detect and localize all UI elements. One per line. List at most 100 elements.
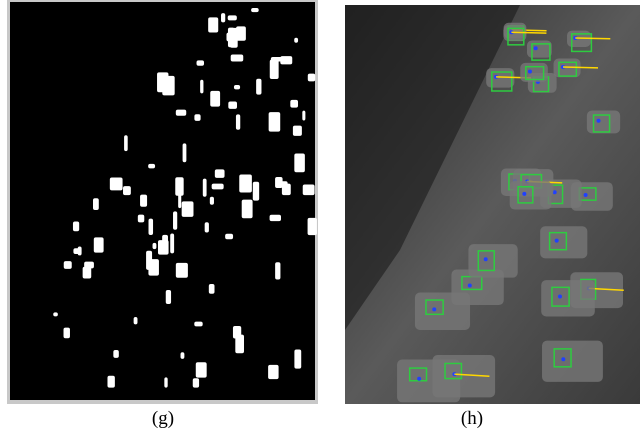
foreground-blob bbox=[197, 60, 205, 65]
foreground-blob bbox=[228, 28, 234, 48]
car bbox=[468, 244, 517, 278]
foreground-blob bbox=[64, 328, 70, 339]
feature-point bbox=[484, 257, 488, 261]
foreground-blob bbox=[209, 284, 215, 294]
feature-point bbox=[522, 192, 526, 196]
foreground-blob bbox=[236, 114, 240, 129]
foreground-blob bbox=[210, 91, 220, 107]
page: (g) (h) (() => { const data = JSON.parse… bbox=[0, 0, 640, 436]
foreground-blob bbox=[231, 54, 244, 61]
feature-point bbox=[432, 307, 436, 311]
foreground-blob bbox=[153, 243, 157, 249]
foreground-blob bbox=[175, 177, 183, 195]
caption: (h) bbox=[461, 408, 483, 429]
feature-point bbox=[597, 119, 601, 123]
foreground-blob bbox=[268, 365, 278, 379]
foreground-blob bbox=[225, 234, 233, 239]
foreground-blob bbox=[294, 153, 305, 172]
foreground-blob bbox=[208, 17, 218, 32]
foreground-blob bbox=[84, 262, 94, 269]
foreground-blob bbox=[170, 234, 174, 254]
foreground-blob bbox=[173, 211, 177, 229]
foreground-blob bbox=[203, 179, 207, 197]
foreground-blob bbox=[157, 72, 168, 92]
foreground-blob bbox=[270, 215, 281, 221]
foreground-blob bbox=[176, 110, 186, 116]
foreground-blob bbox=[269, 112, 281, 131]
foreground-blob bbox=[228, 15, 237, 20]
figure: (g) (h) bbox=[0, 0, 640, 436]
foreground-blob bbox=[294, 38, 298, 43]
foreground-blob bbox=[239, 175, 252, 193]
foreground-blob bbox=[294, 349, 301, 368]
foreground-blob bbox=[290, 100, 298, 108]
feature-point bbox=[555, 239, 559, 243]
foreground-blob bbox=[302, 111, 305, 121]
foreground-blob bbox=[212, 184, 224, 190]
foreground-blob bbox=[164, 377, 167, 387]
feature-point bbox=[534, 46, 538, 50]
track-link bbox=[511, 32, 546, 33]
foreground-blob bbox=[270, 60, 279, 79]
foreground-blob bbox=[196, 362, 207, 377]
foreground-blob bbox=[183, 143, 187, 162]
foreground-blob bbox=[138, 215, 144, 223]
foreground-blob bbox=[293, 126, 302, 136]
foreground-blob bbox=[148, 164, 155, 169]
feature-point bbox=[561, 357, 565, 361]
foreground-blob bbox=[113, 350, 118, 358]
car bbox=[587, 110, 620, 133]
feature-point bbox=[584, 193, 588, 197]
foreground-blob bbox=[194, 322, 202, 327]
foreground-blob bbox=[200, 80, 203, 94]
foreground-blob bbox=[210, 197, 214, 205]
foreground-blob bbox=[251, 8, 259, 12]
foreground-blob bbox=[235, 335, 244, 354]
track-link bbox=[563, 67, 598, 68]
foreground-blob bbox=[93, 198, 99, 210]
foreground-blob bbox=[134, 317, 138, 324]
foreground-blob bbox=[182, 201, 194, 217]
foreground-blob bbox=[280, 181, 287, 186]
car bbox=[540, 226, 587, 258]
foreground-blob bbox=[146, 251, 152, 270]
foreground-blob bbox=[64, 261, 72, 269]
foreground-blob bbox=[124, 135, 128, 151]
foreground-blob bbox=[194, 114, 200, 121]
foreground-blob bbox=[221, 13, 225, 22]
foreground-blob bbox=[149, 219, 154, 235]
feature-point bbox=[528, 69, 532, 73]
binary-image-panel bbox=[7, 0, 318, 404]
foreground-blob bbox=[107, 376, 114, 388]
foreground-blob bbox=[308, 74, 315, 82]
foreground-blob bbox=[193, 378, 199, 387]
foreground-blob bbox=[253, 182, 259, 201]
foreground-blob bbox=[228, 101, 237, 108]
foreground-blob bbox=[234, 85, 240, 89]
car bbox=[541, 280, 595, 316]
car bbox=[510, 181, 552, 209]
foreground-blob bbox=[94, 237, 104, 252]
foreground-blob bbox=[166, 290, 171, 304]
binary-image bbox=[10, 2, 315, 400]
foreground-blob bbox=[275, 262, 280, 279]
track-link bbox=[575, 38, 610, 39]
foreground-blob bbox=[242, 200, 253, 219]
foreground-blob bbox=[83, 267, 92, 279]
foreground-blob bbox=[123, 186, 131, 195]
feature-point bbox=[468, 283, 472, 287]
foreground-blob bbox=[256, 79, 261, 95]
foreground-blob bbox=[176, 263, 188, 278]
car bbox=[527, 40, 552, 57]
caption: (g) bbox=[152, 408, 174, 429]
foreground-blob bbox=[303, 184, 315, 195]
feature-point bbox=[417, 377, 421, 381]
foreground-blob bbox=[140, 195, 147, 207]
foreground-blob bbox=[53, 312, 58, 316]
foreground-blob bbox=[205, 222, 209, 232]
foreground-blob bbox=[110, 178, 123, 191]
foreground-blob bbox=[308, 218, 317, 235]
foreground-blob bbox=[215, 169, 225, 177]
feature-point bbox=[558, 294, 562, 298]
car bbox=[542, 341, 603, 382]
